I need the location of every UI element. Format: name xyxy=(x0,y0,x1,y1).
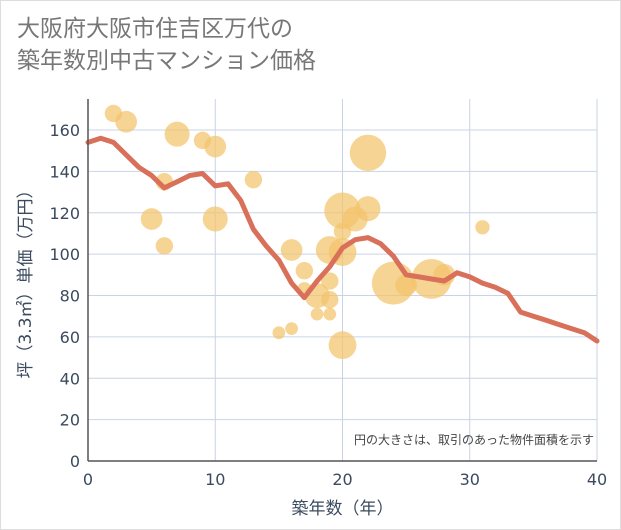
size-annotation: 円の大きさは、取引のあった物件面積を示す xyxy=(354,432,594,447)
x-tick-label: 0 xyxy=(83,470,93,489)
y-tick-label: 60 xyxy=(60,328,80,347)
y-axis-title: 坪（3.3㎡）単価（万円） xyxy=(16,181,36,378)
price-bubble xyxy=(321,290,339,309)
price-bubble xyxy=(323,307,337,321)
chart-title-line-1: 大阪府大阪市住吉区万代の xyxy=(17,16,293,42)
chart-title: 大阪府大阪市住吉区万代の 築年数別中古マンション価格 xyxy=(17,13,537,77)
price-bubble xyxy=(328,331,357,360)
x-tick-label: 10 xyxy=(205,470,225,489)
price-bubble xyxy=(140,208,163,230)
grid-layer xyxy=(87,99,598,462)
price-bubble xyxy=(295,261,314,280)
price-bubble xyxy=(355,196,381,222)
y-tick-label: 140 xyxy=(49,162,80,181)
price-bubble xyxy=(310,307,324,321)
y-tick-label: 160 xyxy=(49,121,80,140)
price-bubble xyxy=(115,110,138,133)
price-bubble xyxy=(395,274,417,297)
price-bubble xyxy=(272,326,286,340)
price-bubble xyxy=(321,272,339,290)
x-tick-label: 30 xyxy=(460,470,480,489)
y-tick-label: 40 xyxy=(60,369,80,388)
axis-layer: 0 20 40 60 80 100 120 140 160 0 10 20 30 40 xyxy=(49,99,607,489)
bubble-layer xyxy=(104,104,490,360)
price-bubble xyxy=(164,121,190,147)
price-bubble xyxy=(324,192,361,229)
price-bubble xyxy=(349,134,387,171)
trend-line-layer xyxy=(85,135,600,344)
price-bubble xyxy=(202,206,228,232)
price-bubble xyxy=(155,237,174,255)
x-tick-label: 40 xyxy=(587,470,607,489)
y-tick-label: 0 xyxy=(70,452,80,471)
chart-title-line-2: 築年数別中古マンション価格 xyxy=(17,48,316,74)
price-bubble xyxy=(280,239,303,261)
y-tick-label: 100 xyxy=(49,245,80,264)
price-bubble xyxy=(204,135,227,158)
y-tick-label: 80 xyxy=(60,287,80,306)
x-axis-title: 築年数（年） xyxy=(292,499,394,519)
price-bubble xyxy=(475,220,490,235)
price-bubble xyxy=(285,322,298,335)
average-price-line xyxy=(85,135,600,344)
y-tick-label: 20 xyxy=(60,411,80,430)
price-bubble xyxy=(244,170,263,189)
x-tick-label: 20 xyxy=(332,470,352,489)
y-tick-label: 120 xyxy=(49,204,80,223)
